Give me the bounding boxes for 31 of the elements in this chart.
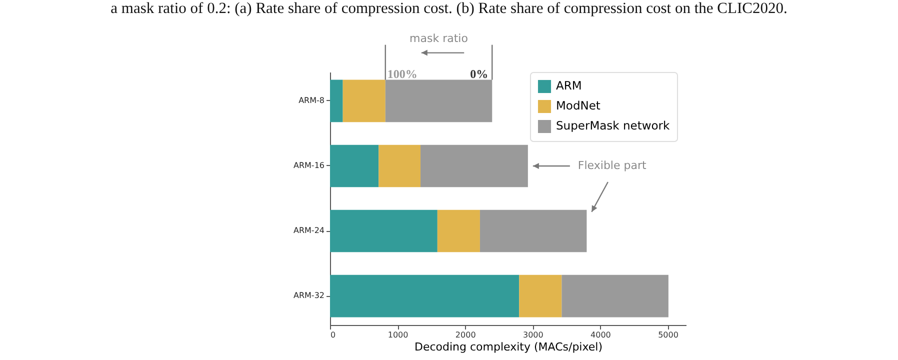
y-tick-label: ARM-24 bbox=[294, 226, 324, 236]
bar bbox=[330, 144, 379, 188]
legend-label: ModNet bbox=[556, 98, 601, 112]
y-tick-label: ARM-16 bbox=[294, 160, 324, 170]
bar bbox=[385, 80, 492, 122]
x-tick-label: 3000 bbox=[522, 330, 544, 340]
annotation: 100% bbox=[387, 66, 418, 81]
y-tick-label: ARM-32 bbox=[294, 291, 324, 300]
bar bbox=[330, 274, 520, 318]
bar bbox=[330, 80, 343, 122]
bar bbox=[562, 274, 668, 318]
x-axis-title: Decoding complexity (MACs/pixel) bbox=[414, 340, 603, 354]
bar bbox=[378, 144, 421, 188]
bar bbox=[480, 210, 587, 252]
legend-label: ARM bbox=[556, 78, 582, 92]
annotation: Flexible part bbox=[578, 158, 647, 172]
bar bbox=[342, 80, 386, 122]
annotation: 0% bbox=[470, 66, 488, 81]
legend-label: SuperMask network bbox=[556, 118, 670, 132]
x-tick-label: 4000 bbox=[590, 330, 611, 340]
text: a mask ratio of 0.2: (a) Rate share of compression cost. (b) Rate share of compression cost on the CLIC2020. bbox=[110, 0, 788, 18]
x-tick-label: 0 bbox=[330, 330, 336, 340]
x-tick-label: 5000 bbox=[658, 330, 678, 340]
bar bbox=[420, 144, 528, 188]
bar bbox=[330, 210, 438, 252]
text: mask ratio bbox=[410, 32, 468, 45]
x-tick-label: 1000 bbox=[388, 330, 408, 340]
bar bbox=[437, 210, 480, 252]
x-tick-label: 2000 bbox=[455, 330, 476, 340]
bar bbox=[519, 274, 562, 318]
y-tick-label: ARM-8 bbox=[298, 96, 324, 105]
